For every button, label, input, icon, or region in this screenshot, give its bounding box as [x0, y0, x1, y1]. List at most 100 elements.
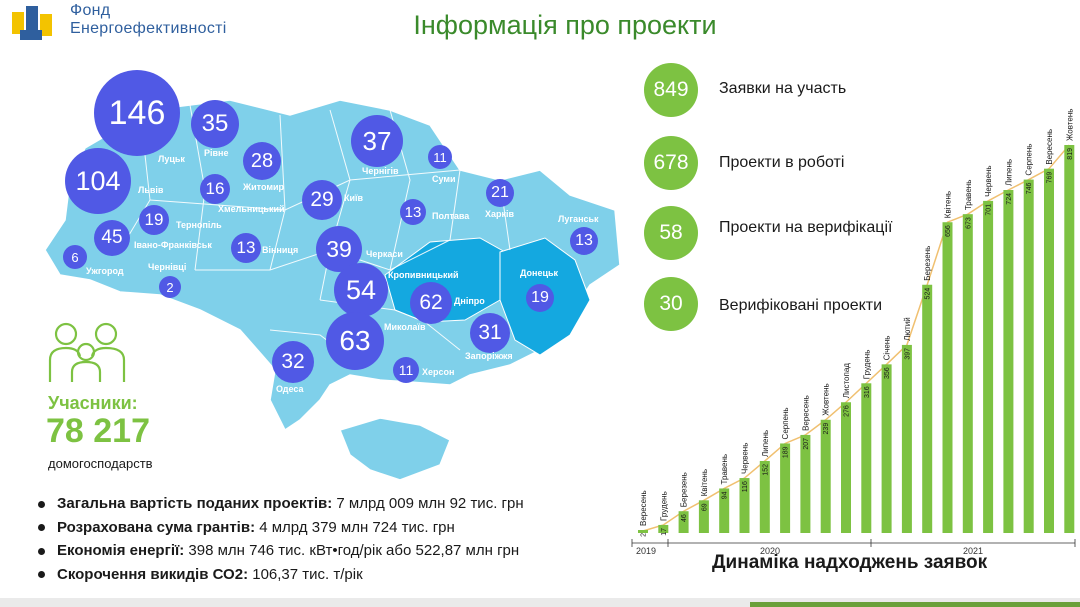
bullet-icon	[38, 524, 45, 532]
stat-verified-value: 30	[644, 277, 698, 331]
bubble-cherkasy: 39	[316, 226, 362, 272]
participants-value: 78 217	[46, 412, 150, 450]
oblast-label-cherkasy: Черкаси	[366, 249, 403, 259]
bar-value-label: 276	[844, 405, 851, 417]
trend-line	[642, 144, 1070, 532]
participants-label: Учасники:	[48, 393, 138, 413]
chart-bar	[1044, 168, 1054, 533]
bar-value-label: 189	[783, 446, 790, 458]
chart-bar	[1003, 190, 1014, 533]
category-label: Липень	[761, 430, 770, 457]
chart-bar	[942, 222, 953, 533]
oblast-label-chernihiv: Чернігів	[362, 166, 399, 176]
category-label: Липень	[1004, 159, 1013, 186]
ukraine-map: 146 Луцьк 35 Рівне 28 Житомир 104 Львів …	[30, 70, 630, 490]
stat-verification-value: 58	[644, 206, 698, 260]
oblast-label-lviv: Львів	[138, 185, 164, 195]
logo-icon	[12, 6, 52, 40]
bullet-bold: Скорочення викидів СО2:	[57, 565, 249, 583]
category-label: Травень	[964, 180, 973, 211]
oblast-label-mykolaiv: Миколаїв	[384, 322, 426, 332]
bubble-kharkiv: 21	[486, 179, 514, 207]
oblast-label-kropyvnytskyi: Кропивницький	[388, 270, 459, 280]
category-label: Грудень	[659, 491, 668, 521]
bullet-bold: Розрахована сума грантів:	[57, 518, 256, 536]
bubble-ternopil: 19	[139, 205, 169, 235]
chart-bar	[962, 214, 973, 533]
bar-value-label: 2	[641, 533, 648, 537]
oblast-label-dnipro: Дніпро	[454, 296, 485, 306]
bar-value-label: 701	[986, 204, 993, 216]
bar-value-label: 746	[1026, 182, 1033, 194]
category-label: Червень	[984, 165, 993, 196]
bar-value-label: 152	[762, 464, 769, 476]
bubble-kherson: 11	[393, 357, 419, 383]
bullet-text: 106,37 тис. т/рік	[248, 565, 363, 583]
year-label: 2021	[963, 546, 983, 556]
chart-bar	[658, 524, 669, 533]
bubble-khmelnytskyi: 16	[200, 174, 230, 204]
bar-value-label: 94	[722, 491, 729, 499]
category-label: Лютий	[903, 317, 912, 341]
bar-value-label: 207	[803, 438, 810, 450]
stat-in-progress-label: Проекти в роботі	[719, 154, 845, 171]
oblast-label-kharkiv: Харків	[485, 209, 515, 219]
footer-accent	[750, 602, 1080, 607]
bullet-icon	[38, 571, 45, 579]
bar-value-label: 17	[661, 528, 668, 536]
oblast-label-vinnytsia: Вінниця	[262, 245, 299, 255]
chart-bar	[719, 488, 730, 533]
oblast-label-rivne: Рівне	[204, 148, 229, 158]
bubble-mykolaiv: 63	[326, 312, 384, 370]
bullet-text: 398 млн 746 тис. кВт•год/рік або 522,87 …	[184, 542, 520, 559]
summary-list: Загальна вартість поданих проектів: 7 мл…	[38, 492, 524, 586]
bubble-kropyvnytskyi: 54	[334, 263, 388, 317]
year-label: 2019	[636, 546, 656, 556]
year-label: 2020	[760, 546, 780, 556]
chart-bar	[1023, 179, 1034, 533]
participants-unit: домогосподарств	[48, 456, 153, 471]
oblast-label-ternopil: Тернопіль	[176, 220, 222, 230]
bubble-ivano-frankivsk: 45	[94, 220, 130, 256]
chart-bar	[739, 478, 750, 533]
bubble-odesa: 32	[272, 341, 314, 383]
bar-value-label: 724	[1006, 193, 1013, 205]
bar-value-label: 673	[965, 217, 972, 229]
bar-value-label: 397	[904, 348, 911, 360]
bar-value-label: 769	[1047, 172, 1054, 184]
bubble-zaporizhzhia: 31	[470, 313, 510, 353]
bubble-poltava: 13	[400, 199, 426, 225]
oblast-label-ivano-frankivsk: Івано-Франківськ	[134, 240, 212, 250]
list-item: Скорочення викидів СО2: 106,37 тис. т/рі…	[38, 563, 524, 587]
category-label: Січень	[883, 336, 892, 361]
list-item: Економія енергії: 398 млн 746 тис. кВт•г…	[38, 539, 524, 563]
bullet-bold: Загальна вартість поданих проектів:	[57, 495, 333, 512]
chart-bar	[861, 383, 872, 533]
category-label: Квітень	[944, 191, 953, 218]
category-label: Вересень	[1045, 129, 1054, 165]
footer-bar	[0, 598, 1080, 607]
stat-applications-value: 849	[644, 63, 698, 117]
oblast-label-chernivtsi: Чернівці	[148, 262, 187, 272]
page-title: Інформація про проекти	[413, 10, 717, 40]
category-label: Вересень	[801, 395, 810, 431]
chart-bar	[841, 402, 851, 533]
bubble-donetsk: 19	[526, 284, 554, 312]
bubble-chernivtsi: 2	[159, 276, 181, 298]
oblast-label-kyiv: Київ	[344, 193, 364, 203]
category-label: Квітень	[700, 469, 709, 496]
bubble-lutsk: 146	[94, 70, 180, 156]
chart-bar	[780, 443, 791, 533]
bar-value-label: 316	[864, 386, 871, 398]
bubble-vinnytsia: 13	[231, 233, 261, 263]
bullet-text: 7 млрд 009 млн 92 тис. грн	[332, 495, 524, 512]
list-item: Загальна вартість поданих проектів: 7 мл…	[38, 492, 524, 516]
category-label: Серпень	[781, 407, 790, 439]
bubble-rivne: 35	[191, 100, 239, 148]
category-label: Жовтень	[1065, 109, 1074, 141]
oblast-label-odesa: Одеса	[276, 384, 304, 394]
chart-bar	[922, 284, 933, 533]
chart-bar	[800, 434, 811, 533]
oblast-label-khmelnytskyi: Хмельницький	[218, 204, 285, 214]
chart-bar	[1064, 145, 1075, 533]
